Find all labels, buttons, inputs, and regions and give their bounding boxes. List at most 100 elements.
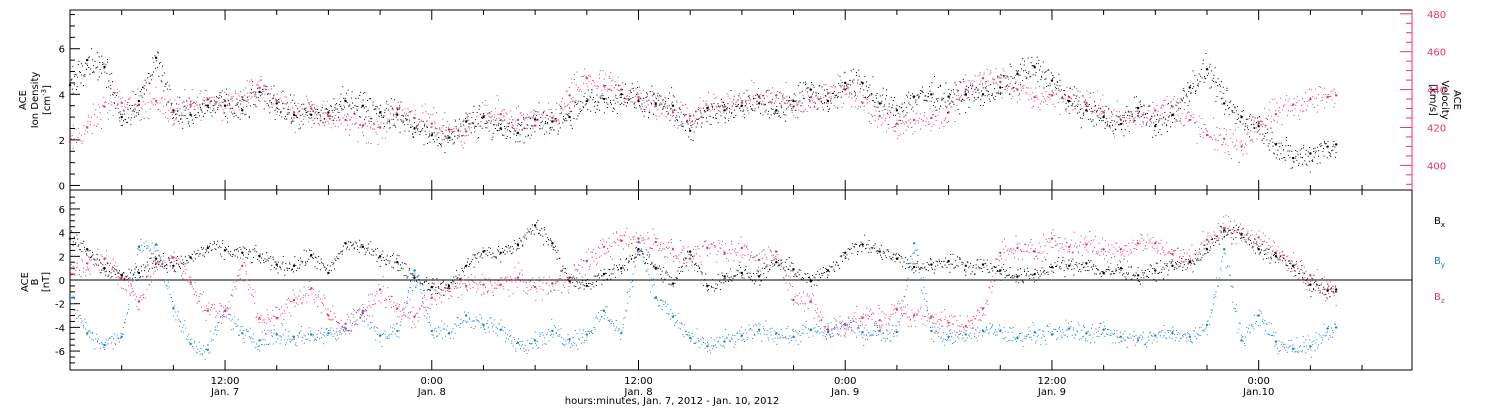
velocity-data-point — [981, 77, 985, 80]
density-sample — [538, 102, 540, 104]
velocity-sample — [806, 87, 807, 89]
density-sample — [1194, 75, 1196, 77]
by-sample — [468, 317, 470, 319]
velocity-sample — [910, 118, 911, 120]
velocity-sample — [1049, 94, 1051, 95]
density-sample — [809, 106, 811, 108]
density-sample — [444, 152, 446, 154]
by-sample — [183, 324, 185, 326]
density-sample — [781, 107, 782, 109]
density-sample — [291, 99, 293, 101]
by-sample — [77, 309, 79, 311]
velocity-sample — [998, 90, 1000, 92]
density-sample — [909, 104, 911, 106]
density-sample — [969, 99, 971, 101]
density-sample — [193, 101, 195, 103]
velocity-sample — [973, 80, 975, 82]
by-sample — [243, 342, 245, 343]
density-sample — [504, 128, 506, 130]
density-sample — [243, 99, 245, 101]
by-sample — [505, 337, 507, 339]
velocity-sample — [1017, 94, 1019, 96]
x-tick-date-label: Jan. 9 — [1037, 387, 1066, 398]
density-sample — [869, 94, 871, 96]
velocity-sample — [503, 116, 505, 118]
density-sample — [1135, 107, 1137, 109]
by-sample — [172, 315, 174, 317]
by-sample — [714, 339, 716, 341]
velocity-sample — [211, 96, 213, 98]
velocity-sample — [893, 126, 895, 128]
density-sample — [1003, 75, 1005, 77]
density-sample — [926, 100, 928, 102]
by-sample — [487, 326, 489, 328]
density-sample — [554, 119, 556, 121]
by-sample — [480, 327, 482, 329]
density-sample — [968, 106, 970, 108]
velocity-sample — [669, 120, 670, 122]
velocity-sample — [1278, 110, 1280, 112]
density-sample — [1181, 99, 1183, 101]
density-sample — [487, 122, 489, 124]
density-sample — [130, 107, 131, 109]
by-sample — [184, 320, 186, 322]
velocity-sample — [501, 110, 503, 112]
velocity-sample — [837, 74, 839, 76]
density-sample — [1035, 63, 1037, 65]
by-sample — [663, 304, 665, 305]
velocity-sample — [1177, 98, 1179, 100]
by-sample — [672, 315, 674, 317]
velocity-sample — [708, 92, 709, 94]
velocity-sample — [1262, 126, 1263, 128]
density-sample — [658, 99, 660, 101]
density-sample — [541, 120, 543, 122]
by-sample — [354, 324, 356, 326]
by-data-point — [1188, 335, 1192, 338]
density-sample — [143, 87, 145, 89]
by-sample — [553, 324, 555, 326]
density-sample — [711, 103, 713, 105]
velocity-sample — [665, 107, 667, 109]
density-sample — [937, 97, 939, 99]
velocity-sample — [1109, 117, 1111, 119]
velocity-sample — [125, 107, 127, 108]
by-sample — [744, 329, 746, 331]
by-sample — [679, 328, 681, 330]
density-sample — [511, 126, 513, 128]
density-sample — [367, 100, 369, 101]
velocity-sample — [521, 128, 523, 130]
density-sample — [1334, 146, 1336, 148]
velocity-sample — [1285, 99, 1286, 101]
velocity-sample — [951, 106, 953, 108]
by-sample — [215, 329, 217, 331]
by-sample — [282, 324, 284, 326]
density-sample — [612, 111, 614, 113]
by-sample — [391, 333, 393, 335]
density-sample — [833, 91, 835, 92]
velocity-sample — [179, 123, 181, 125]
velocity-sample — [433, 121, 435, 123]
density-sample — [1089, 118, 1091, 120]
velocity-sample — [698, 106, 699, 108]
by-sample — [246, 328, 248, 330]
density-sample — [1245, 123, 1246, 125]
velocity-sample — [702, 100, 704, 102]
by-sample — [270, 329, 272, 331]
density-sample — [266, 103, 268, 104]
density-sample — [464, 128, 466, 130]
velocity-data-point — [68, 141, 72, 144]
by-sample — [464, 311, 465, 313]
velocity-sample — [297, 103, 299, 105]
velocity-sample — [950, 106, 952, 108]
velocity-sample — [1113, 109, 1115, 111]
velocity-sample — [1038, 85, 1040, 87]
velocity-sample — [818, 107, 820, 109]
by-sample — [624, 316, 626, 318]
velocity-sample — [215, 104, 217, 106]
velocity-sample — [964, 74, 966, 76]
by-sample — [272, 336, 274, 338]
density-sample — [1219, 84, 1220, 85]
by-sample — [703, 342, 705, 343]
density-sample — [894, 125, 896, 127]
velocity-sample — [428, 130, 430, 132]
